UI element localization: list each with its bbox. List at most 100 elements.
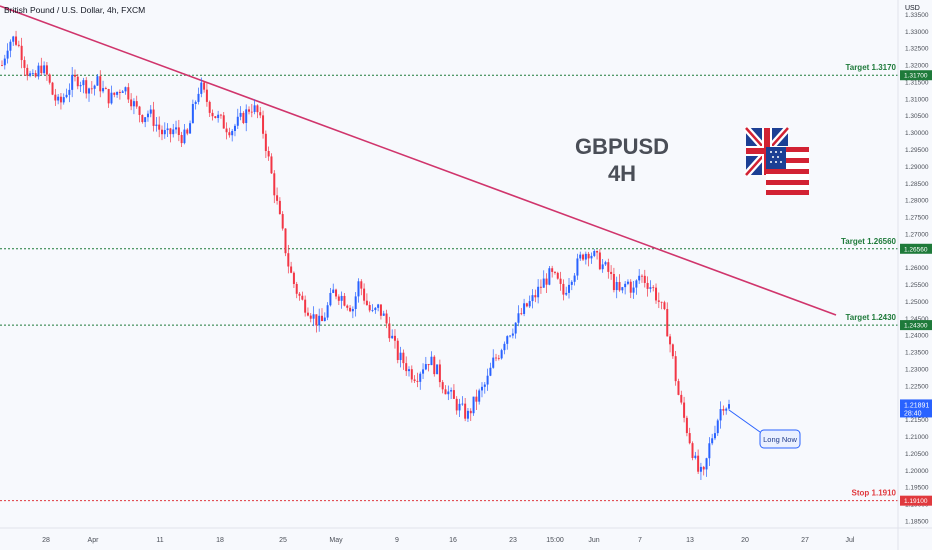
candle-body [203, 82, 206, 90]
level-tag: 1.24300 [904, 323, 928, 330]
candle-body [169, 128, 172, 135]
candle-body [3, 58, 6, 66]
candle-body [579, 254, 582, 259]
candle-body [722, 409, 725, 411]
candle-body [354, 296, 357, 310]
candle-body [26, 67, 29, 76]
candle-body [211, 112, 214, 117]
price-tick-label: 1.20000 [905, 468, 929, 475]
candle-body [517, 313, 520, 323]
candle-body [284, 228, 287, 254]
candle-body [621, 287, 624, 291]
candle-body [200, 82, 203, 94]
candle-body [584, 253, 587, 260]
candle-body [593, 251, 596, 256]
candle-body [127, 87, 130, 100]
candle-body [427, 364, 430, 366]
candle-body [573, 275, 576, 282]
candle-body [312, 314, 315, 319]
candle-body [110, 92, 113, 104]
candle-body [231, 130, 234, 136]
candle-body [73, 74, 76, 77]
symbol-title: British Pound / U.S. Dollar, 4h, FXCM [4, 5, 145, 15]
candle-body [57, 96, 60, 101]
price-tick-label: 1.23500 [905, 350, 929, 357]
candle-body [276, 195, 279, 201]
candle-body [315, 314, 318, 326]
candle-body [646, 282, 649, 289]
candle-body [450, 390, 453, 392]
price-tick-label: 1.22500 [905, 383, 929, 390]
candle-body [551, 268, 554, 272]
candle-body [377, 304, 380, 308]
candle-body [629, 281, 632, 293]
candle-body [408, 369, 411, 372]
candle-body [124, 87, 127, 92]
candle-body [539, 286, 542, 288]
candle-body [34, 72, 37, 77]
candle-body [132, 101, 135, 107]
candle-body [436, 364, 439, 375]
candle-body [40, 65, 43, 74]
candle-body [31, 72, 34, 74]
time-tick-label: 25 [279, 537, 287, 544]
candle-body [424, 364, 427, 370]
candle-body [68, 89, 71, 95]
candle-body [511, 333, 514, 336]
price-tick-label: 1.33500 [905, 12, 929, 19]
candle-body [270, 156, 273, 174]
candle-body [306, 312, 309, 316]
candle-body [632, 287, 635, 293]
candle-body [166, 128, 169, 131]
candle-body [441, 382, 444, 390]
time-axis[interactable]: 28 Apr 11 18 25 May 9 16 23 15:00 Jun 7 13 20 27 Jul [42, 537, 855, 544]
candle-body [138, 106, 141, 115]
long-now-callout[interactable]: Long Now [728, 409, 801, 449]
price-axis[interactable]: 1.33500 1.33000 1.32500 1.32000 1.31500 1.310… [905, 12, 929, 525]
candle-body [23, 60, 26, 68]
candle-body [410, 369, 413, 380]
candle-body [253, 105, 256, 112]
candle-body [705, 458, 708, 470]
level-label: Target 1.2430 [845, 313, 896, 322]
price-tick-label: 1.25500 [905, 282, 929, 289]
candle-body [144, 117, 147, 123]
price-tick-label: 1.31500 [905, 79, 929, 86]
price-tick-label: 1.25000 [905, 299, 929, 306]
candle-body [194, 101, 197, 104]
candle-body [152, 109, 155, 126]
candle-body [469, 410, 472, 414]
candle-body [337, 296, 340, 301]
candle-body [1, 65, 3, 66]
level-label: Target 1.26560 [841, 237, 897, 246]
candle-body [452, 390, 455, 399]
candle-body [65, 94, 68, 98]
time-tick-label: 20 [741, 537, 749, 544]
price-tick-label: 1.30500 [905, 113, 929, 120]
trendline[interactable] [0, 5, 837, 316]
candle-body [556, 272, 559, 279]
candle-body [349, 307, 352, 312]
candle-body [604, 262, 607, 265]
candle-body [618, 282, 621, 291]
candle-body [728, 404, 730, 409]
price-tick-label: 1.31000 [905, 96, 929, 103]
candle-body [601, 264, 604, 270]
candle-body [612, 273, 615, 291]
candle-body [340, 295, 343, 301]
candle-body [99, 76, 102, 92]
candle-body [233, 125, 236, 131]
price-tick-label: 1.21000 [905, 434, 929, 441]
price-tick-label: 1.21500 [905, 417, 929, 424]
candle-body [677, 381, 680, 395]
candle-body [217, 114, 220, 118]
candle-body [688, 433, 691, 444]
candle-body [245, 109, 248, 124]
candle-body [250, 111, 253, 113]
candle-body [562, 283, 565, 295]
price-tick-label: 1.33000 [905, 29, 929, 36]
candle-body [186, 129, 189, 134]
candle-body [626, 281, 629, 284]
price-tick-label: 1.24000 [905, 333, 929, 340]
